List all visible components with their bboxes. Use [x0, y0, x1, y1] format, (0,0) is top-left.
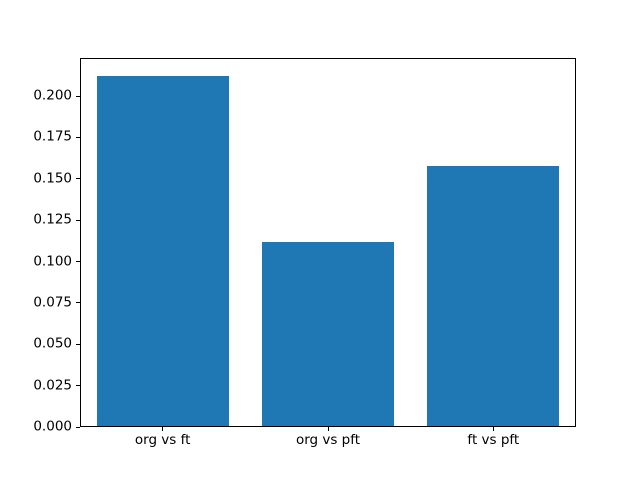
y-tick-mark	[76, 136, 80, 138]
x-tick-mark	[492, 427, 494, 431]
x-tick-label: org vs ft	[134, 432, 191, 448]
y-tick-label: 0.150	[33, 170, 72, 187]
y-tick-mark	[76, 302, 80, 304]
y-tick-mark	[76, 178, 80, 180]
x-tick-label: ft vs pft	[467, 432, 520, 448]
y-tick-mark	[76, 385, 80, 387]
y-tick-label: 0.050	[33, 335, 72, 352]
y-tick-label: 0.175	[33, 128, 72, 145]
y-tick-label: 0.200	[33, 87, 72, 104]
y-tick-label: 0.125	[33, 211, 72, 228]
plot-area	[80, 58, 576, 427]
y-tick-label: 0.075	[33, 294, 72, 311]
bar-ft-vs-pft	[427, 165, 560, 427]
y-tick-mark	[76, 426, 80, 428]
y-tick-label: 0.100	[33, 252, 72, 269]
y-tick-mark	[76, 95, 80, 97]
y-tick-mark	[76, 219, 80, 221]
y-tick-mark	[76, 343, 80, 345]
bar-org-vs-ft	[96, 76, 229, 427]
y-tick-label: 0.025	[33, 376, 72, 393]
bar-org-vs-pft	[261, 241, 395, 427]
x-tick-label: org vs pft	[295, 432, 361, 448]
y-tick-label: 0.000	[33, 418, 72, 435]
x-tick-mark	[327, 427, 329, 431]
x-tick-mark	[162, 427, 164, 431]
y-tick-mark	[76, 261, 80, 263]
